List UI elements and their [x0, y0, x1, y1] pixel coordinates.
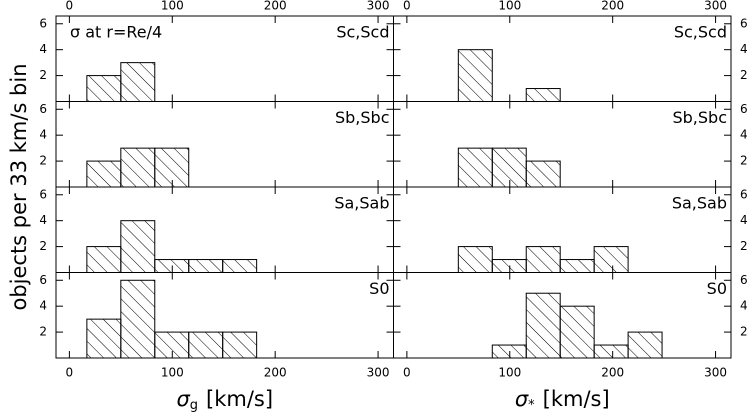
y-tick-label: 4 — [39, 299, 47, 313]
bar — [593, 246, 629, 274]
y-tick-label: 6 — [740, 102, 748, 116]
bar — [525, 88, 561, 103]
x-tick-label: 100 — [161, 0, 184, 13]
x-tick-label: 100 — [498, 0, 521, 13]
bar — [627, 331, 663, 359]
y-tick-label: 6 — [39, 102, 47, 116]
bar — [593, 344, 629, 359]
panel-label: Sa,Sab — [334, 194, 389, 213]
bar — [525, 160, 561, 188]
y-tick-label: 2 — [740, 154, 748, 168]
panel-note: σ at r=Re/4 — [70, 23, 162, 42]
panel-label: Sc,Scd — [674, 23, 727, 42]
x-axis-label-symbol: σ — [515, 387, 529, 411]
y-tick-label: 6 — [740, 273, 748, 287]
bar — [457, 246, 493, 274]
panel-label: Sa,Sab — [672, 194, 727, 213]
y-tick-label: 4 — [39, 213, 47, 227]
bar — [86, 318, 122, 359]
x-axis-label-symbol: σ — [176, 387, 190, 411]
y-tick-label: 4 — [39, 128, 47, 142]
bar — [457, 49, 493, 102]
panel-label: S0 — [707, 279, 727, 298]
y-tick-label: 2 — [740, 68, 748, 82]
x-tick-label: 300 — [367, 366, 390, 380]
x-tick-label: 0 — [66, 0, 74, 13]
bar — [120, 147, 156, 188]
y-tick-label: 2 — [39, 154, 47, 168]
y-tick-label: 2 — [39, 68, 47, 82]
bar — [491, 147, 527, 188]
x-axis-label-subscript: g — [190, 398, 198, 413]
y-axis-label: objects per 33 km/s bin — [7, 63, 31, 310]
y-tick-label: 4 — [740, 128, 748, 142]
y-tick-label: 2 — [740, 239, 748, 253]
bar — [154, 331, 190, 359]
x-tick-label: 0 — [403, 0, 411, 13]
bar — [559, 305, 595, 359]
x-axis-label: σg [km/s] — [176, 387, 273, 413]
bar — [491, 259, 527, 273]
bar — [188, 259, 224, 273]
x-tick-label: 200 — [601, 366, 624, 380]
x-tick-label: 200 — [601, 0, 624, 13]
bar — [559, 259, 595, 273]
bar — [120, 62, 156, 102]
bar — [154, 147, 190, 188]
y-tick-label: 6 — [740, 16, 748, 30]
y-tick-label: 6 — [39, 273, 47, 287]
bar — [222, 259, 258, 273]
bar — [525, 246, 561, 274]
bar — [222, 331, 258, 359]
x-tick-label: 300 — [367, 0, 390, 13]
y-tick-label: 2 — [39, 239, 47, 253]
y-tick-label: 2 — [740, 325, 748, 339]
bar — [120, 279, 156, 359]
x-axis-label: σ* [km/s] — [515, 387, 610, 413]
y-tick-label: 6 — [39, 187, 47, 201]
x-axis-label-unit: [km/s] — [206, 387, 273, 411]
y-tick-label: 6 — [39, 16, 47, 30]
x-axis-label-unit: [km/s] — [543, 387, 610, 411]
panel-label: Sb,Sbc — [672, 108, 727, 127]
x-tick-label: 100 — [498, 366, 521, 380]
y-tick-label: 4 — [740, 213, 748, 227]
x-tick-label: 100 — [161, 366, 184, 380]
bar — [86, 160, 122, 188]
bar — [120, 220, 156, 274]
x-tick-label: 200 — [264, 0, 287, 13]
bar — [86, 75, 122, 103]
x-tick-label: 300 — [704, 0, 727, 13]
panel-label: Sc,Scd — [336, 23, 389, 42]
y-tick-label: 4 — [740, 299, 748, 313]
panel-label: Sb,Sbc — [335, 108, 390, 127]
y-tick-label: 2 — [39, 325, 47, 339]
y-tick-label: 4 — [39, 42, 47, 56]
x-tick-label: 0 — [403, 366, 411, 380]
panel-frame — [393, 272, 732, 359]
x-tick-label: 300 — [704, 366, 727, 380]
y-tick-label: 4 — [740, 42, 748, 56]
bar — [188, 331, 224, 359]
y-tick-label: 6 — [740, 187, 748, 201]
bar — [457, 147, 493, 188]
x-tick-label: 200 — [264, 366, 287, 380]
x-tick-label: 0 — [66, 366, 74, 380]
bar — [525, 292, 561, 359]
panel-label: S0 — [369, 279, 389, 298]
bar — [86, 246, 122, 274]
bar — [154, 259, 190, 273]
x-axis-label-subscript: * — [528, 398, 535, 413]
bar — [491, 344, 527, 359]
